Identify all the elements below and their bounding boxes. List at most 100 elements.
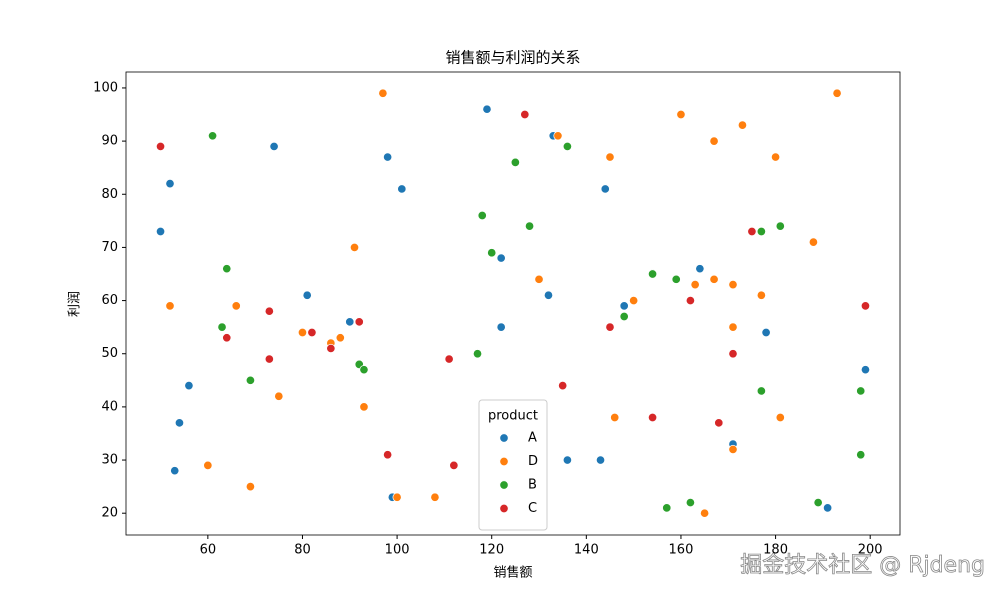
point [359, 365, 369, 375]
legend-box [478, 399, 548, 531]
point [695, 264, 705, 274]
point [345, 317, 355, 327]
point [165, 301, 175, 311]
x-tick-label: 160 [669, 543, 694, 558]
point [756, 290, 766, 300]
point [728, 349, 738, 359]
point [605, 152, 615, 162]
point [619, 301, 629, 311]
y-axis-label: 利润 [68, 291, 83, 317]
point [595, 455, 606, 465]
plot-frame [125, 71, 901, 536]
point [302, 290, 312, 300]
point [297, 327, 308, 338]
legend-label: B [528, 478, 537, 493]
point [690, 280, 700, 290]
legend-title: product [488, 409, 538, 424]
x-axis-label: 销售额 [493, 565, 532, 581]
point [170, 466, 180, 476]
point [184, 381, 194, 391]
point [756, 386, 766, 396]
point [245, 375, 255, 385]
point [832, 88, 842, 98]
point [648, 269, 658, 279]
point [217, 322, 227, 332]
legend-label: A [528, 431, 537, 446]
point [203, 460, 213, 470]
point [155, 226, 166, 237]
point [700, 508, 710, 518]
point [662, 503, 672, 513]
point [860, 365, 871, 375]
point [756, 226, 766, 237]
point [496, 253, 506, 263]
point [808, 237, 818, 247]
legend-marker [499, 456, 509, 467]
point [444, 354, 454, 364]
point [264, 306, 274, 316]
point [860, 301, 871, 311]
x-tick-label: 200 [858, 543, 883, 558]
point [619, 311, 629, 322]
point [222, 333, 232, 343]
legend-marker [499, 433, 509, 443]
y-tick-label: 90 [101, 134, 118, 149]
point [605, 322, 615, 332]
point [856, 450, 866, 460]
point [264, 354, 274, 364]
point [155, 141, 166, 151]
y-tick-label: 30 [101, 453, 118, 468]
point [383, 152, 393, 162]
point [553, 131, 563, 141]
point [510, 157, 520, 167]
point [648, 412, 658, 423]
point [543, 290, 554, 300]
point [392, 492, 402, 502]
point [728, 280, 738, 290]
point [775, 221, 785, 231]
point [349, 242, 360, 252]
point [383, 450, 393, 460]
point [397, 184, 407, 194]
chart-title: 销售额与利润的关系 [445, 49, 580, 67]
y-tick-label: 100 [93, 80, 118, 95]
point [378, 88, 388, 98]
point [709, 136, 719, 146]
point [728, 322, 738, 332]
x-tick-label: 100 [385, 543, 410, 558]
point [600, 184, 610, 194]
legend-label: D [528, 454, 538, 469]
point [714, 418, 724, 428]
point [449, 460, 459, 470]
point [487, 248, 497, 258]
point [823, 503, 833, 513]
y-tick-label: 60 [101, 293, 118, 308]
watermark: 掘金技术社区 @ Rjdeng [740, 553, 985, 578]
point [737, 120, 748, 130]
point [562, 141, 572, 151]
point [771, 152, 781, 162]
legend-marker [499, 480, 509, 490]
point [231, 301, 241, 311]
point [477, 210, 487, 221]
point [174, 418, 185, 428]
point [685, 498, 695, 508]
x-tick-label: 180 [763, 543, 788, 558]
point [761, 327, 771, 338]
point [558, 381, 568, 391]
point [354, 317, 364, 327]
point [335, 333, 345, 343]
point [208, 131, 218, 141]
point [525, 221, 535, 231]
point [269, 141, 279, 151]
point [813, 498, 823, 508]
point [629, 296, 639, 306]
point [245, 482, 255, 492]
point [482, 104, 492, 114]
point [430, 492, 440, 502]
point [326, 343, 336, 353]
point [856, 386, 866, 396]
point [610, 412, 620, 423]
y-tick-label: 50 [101, 346, 118, 361]
